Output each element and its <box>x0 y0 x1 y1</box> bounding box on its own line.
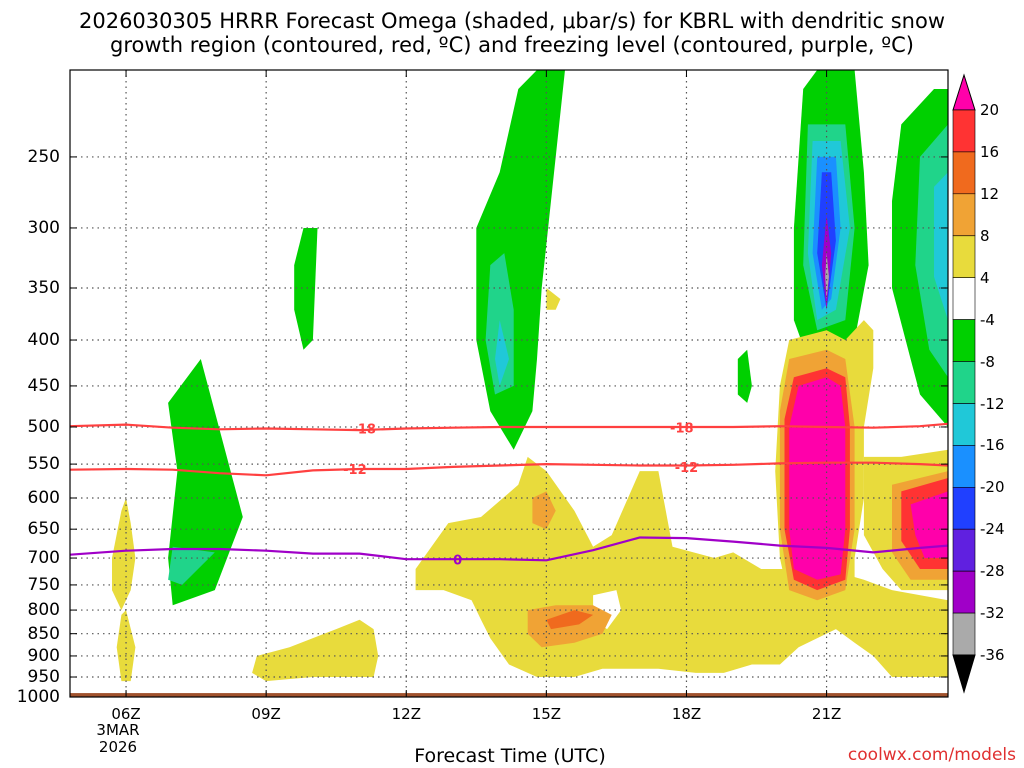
contour-freezing-level-0 <box>70 536 948 562</box>
omega-region-yellow-low-09z <box>252 619 379 682</box>
date-month: 3MAR <box>96 721 140 739</box>
ytick-label-800: 800 <box>27 600 60 621</box>
ytick-label-850: 850 <box>27 623 60 644</box>
omega-region-green-09z <box>294 228 318 350</box>
ytick-label-400: 400 <box>27 330 60 350</box>
omega-region-green-19z <box>737 349 752 403</box>
chart-title-line1: 2026030305 HRRR Forecast Omega (shaded, … <box>78 9 945 33</box>
xtick-label-18Z: 18Z <box>671 705 702 723</box>
colorbar-bin-3 <box>952 193 976 237</box>
colorbar-bin-gray <box>952 612 976 656</box>
ytick-label-700: 700 <box>27 548 60 568</box>
plot-frame <box>69 69 949 698</box>
omega-region-yellow-15z-small <box>546 288 561 310</box>
colorbar-bin-8 <box>952 403 976 446</box>
xtick-label-12Z: 12Z <box>391 705 421 723</box>
omega-region-yellow-early-low <box>116 610 136 682</box>
contour-dendritic-minus12 <box>70 461 948 477</box>
colorbar-bin-10 <box>952 486 976 530</box>
contour-label-freezing-level-0-0: 0 <box>453 554 462 569</box>
contour-label-dendritic-minus12-1: -12 <box>675 461 699 476</box>
colorbar-label-8: -16 <box>980 436 1005 455</box>
omega-region-cyan-23z <box>934 172 948 321</box>
colorbar-label-12: -32 <box>980 604 1005 623</box>
colorbar-label-4: 4 <box>980 268 990 287</box>
colorbar-bin-1 <box>952 109 976 153</box>
colorbar-label-0: 20 <box>980 101 1000 119</box>
colorbar-label-3: 8 <box>980 226 990 245</box>
ytick-label-500: 500 <box>27 417 60 437</box>
omega-region-green-14z <box>476 70 565 450</box>
contour-dendritic-minus18 <box>70 422 948 432</box>
omega-region-deep-orange-15z <box>546 610 594 630</box>
colorbar-label-1: 16 <box>980 142 1000 161</box>
omega-region-yellow-early <box>112 498 136 611</box>
colorbar-label-6: -8 <box>980 352 995 371</box>
colorbar-top-triangle <box>952 73 976 111</box>
ytick-label-650: 650 <box>27 519 60 540</box>
ytick-label-450: 450 <box>27 375 60 396</box>
ytick-label-950: 950 <box>27 667 60 687</box>
ytick-label-750: 750 <box>27 574 60 595</box>
plot-area: -18 -18 -12 -12 0 <box>70 70 948 697</box>
ytick-label-350: 350 <box>27 278 60 298</box>
colorbar-label-11: -28 <box>980 562 1005 581</box>
colorbar-bin-5 <box>952 277 976 320</box>
contour-label-dendritic-minus18-0: -18 <box>352 423 376 438</box>
omega-region-orange-15z-upper <box>532 491 556 530</box>
colorbar-bin-12 <box>952 570 976 614</box>
xtick-label-06Z: 06Z <box>111 705 141 723</box>
ytick-label-900: 900 <box>27 646 60 666</box>
omega-region-magenta-23z <box>910 491 948 558</box>
colorbar-label-7: -12 <box>980 394 1005 413</box>
colorbar-bin-6 <box>952 319 976 362</box>
ytick-label-300: 300 <box>27 218 60 238</box>
date-subtitle: 3MAR 2026 <box>88 722 148 756</box>
ytick-label-600: 600 <box>27 488 60 508</box>
ytick-label-550: 550 <box>27 454 60 475</box>
colorbar-bin-7 <box>952 361 976 404</box>
omega-region-cyan-14z <box>495 320 509 386</box>
ytick-label-250: 250 <box>27 146 60 167</box>
xtick-label-09Z: 09Z <box>251 705 281 723</box>
colorbar-bin-2 <box>952 151 976 195</box>
omega-region-gray-21z <box>825 253 829 299</box>
chart-title-line2: growth region (contoured, red, ºC) and f… <box>110 33 914 57</box>
colorbar-bottom-triangle <box>952 654 976 694</box>
xtick-label-21Z: 21Z <box>811 705 842 723</box>
colorbar-label-5: -4 <box>980 310 995 329</box>
contour-label-dendritic-minus12-0: -12 <box>343 463 367 478</box>
x-axis-title: Forecast Time (UTC) <box>414 745 606 767</box>
date-year: 2026 <box>98 738 138 756</box>
colorbar-bin-4 <box>952 235 976 279</box>
colorbar-label-2: 12 <box>980 184 1000 203</box>
colorbar-label-13: -36 <box>980 646 1005 664</box>
colorbar-label-9: -20 <box>980 478 1005 497</box>
ytick-label-1000: 1000 <box>16 687 60 707</box>
colorbar-bin-11 <box>952 528 976 572</box>
colorbar-label-10: -24 <box>980 520 1005 539</box>
ground-fill <box>70 693 948 697</box>
credit-link[interactable]: coolwx.com/models <box>847 745 1016 765</box>
xtick-label-15Z: 15Z <box>531 705 562 723</box>
omega-region-teal-south <box>168 546 215 585</box>
colorbar-bin-9 <box>952 445 976 488</box>
contour-label-dendritic-minus18-1: -18 <box>670 422 694 437</box>
omega-region-green-south <box>168 359 243 606</box>
